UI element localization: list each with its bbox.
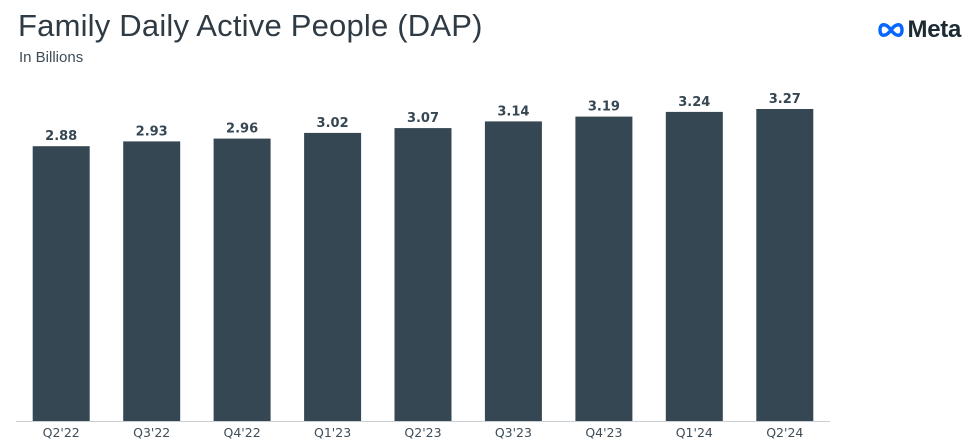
x-tick-label-Q2'22: Q2'22 [43, 425, 80, 440]
bar-Q4'22 [213, 138, 271, 421]
bar-Q4'23 [575, 116, 633, 421]
value-label-Q4'23: 3.19 [588, 100, 620, 115]
value-label-Q2'22: 2.88 [45, 129, 77, 144]
page-subtitle: In Billions [19, 49, 84, 66]
x-tick-label-Q4'23: Q4'23 [585, 425, 622, 440]
value-label-Q1'24: 3.24 [678, 95, 710, 110]
bar-Q2'24 [756, 109, 814, 421]
meta-logo-text: Meta [907, 16, 962, 43]
x-tick-label-Q4'22: Q4'22 [224, 425, 261, 440]
value-label-Q3'23: 3.14 [497, 104, 529, 119]
meta-logo: Meta [876, 16, 961, 44]
bar-Q3'22 [123, 141, 181, 421]
bar-Q1'24 [665, 111, 723, 422]
value-label-Q2'23: 3.07 [407, 111, 439, 126]
x-tick-label-Q3'22: Q3'22 [133, 425, 170, 440]
value-label-Q3'22: 2.93 [136, 124, 168, 139]
value-label-Q2'24: 3.27 [769, 92, 801, 107]
x-tick-label-Q1'23: Q1'23 [314, 425, 351, 440]
x-tick-label-Q2'24: Q2'24 [766, 425, 803, 440]
bar-Q1'23 [304, 132, 362, 421]
bar-Q3'23 [484, 121, 542, 422]
value-label-Q1'23: 3.02 [317, 116, 349, 131]
x-tick-label-Q1'24: Q1'24 [676, 425, 713, 440]
page-title: Family Daily Active People (DAP) [18, 8, 483, 43]
bar-Q2'22 [32, 146, 90, 421]
bar-Q2'23 [394, 128, 452, 421]
value-label-Q4'22: 2.96 [226, 122, 258, 137]
x-tick-label-Q3'23: Q3'23 [495, 425, 532, 440]
meta-infinity-icon [877, 23, 904, 37]
x-tick-label-Q2'23: Q2'23 [404, 425, 441, 440]
